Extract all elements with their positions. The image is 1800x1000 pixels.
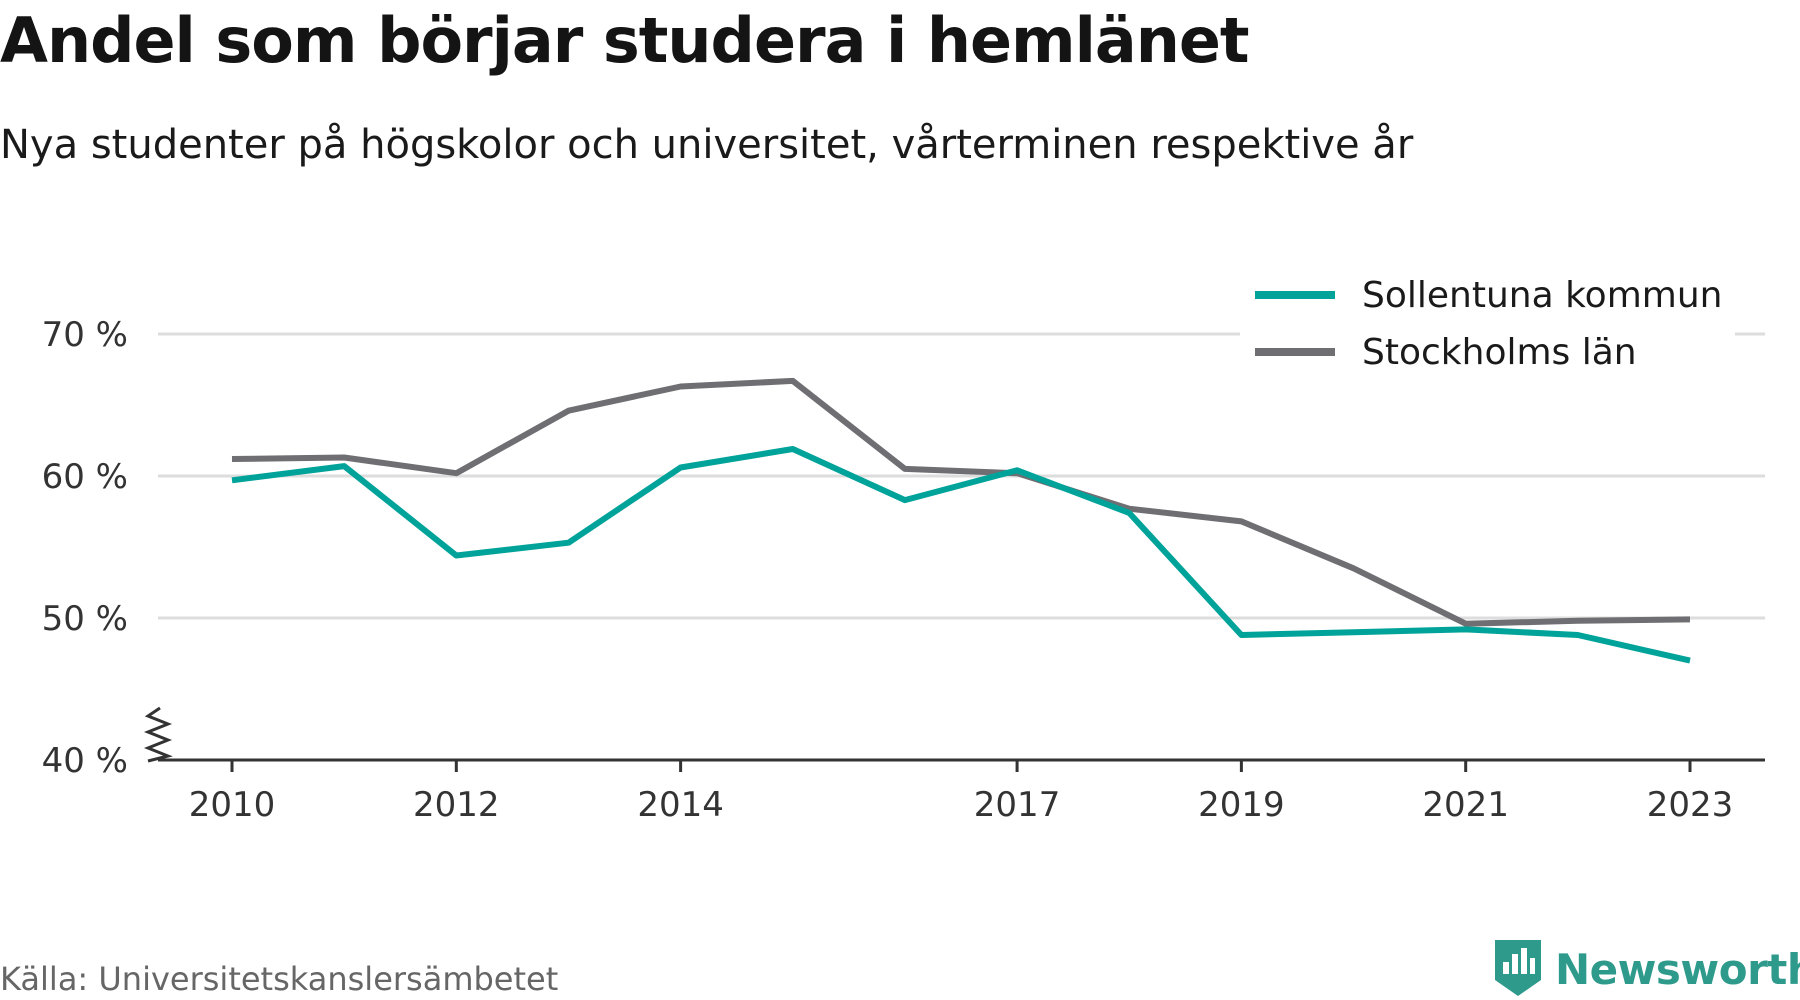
y-tick-label: 60 %	[42, 457, 128, 497]
newsworthy-icon	[1495, 940, 1541, 996]
x-tick-label: 2014	[637, 785, 724, 825]
y-tick-label: 70 %	[42, 315, 128, 355]
chart-subtitle: Nya studenter på högskolor och universit…	[0, 122, 1414, 168]
newsworthy-logo[interactable]: Newsworthy	[1495, 940, 1800, 998]
series-lines	[231, 377, 1691, 664]
x-tick-label: 2012	[413, 785, 500, 825]
series-line-sollentuna	[231, 446, 1691, 664]
y-tick-label: 50 %	[42, 599, 128, 639]
legend-label: Stockholms län	[1362, 332, 1637, 373]
x-tick-label: 2023	[1647, 785, 1734, 825]
gridlines	[158, 332, 1765, 620]
legend-background	[1240, 268, 1735, 376]
chart-title: Andel som börjar studera i hemlänet	[0, 4, 1250, 77]
brand-name: Newsworthy	[1555, 944, 1800, 994]
series-line-stockholm	[231, 377, 1691, 627]
y-axis-labels: 40 % 50 % 60 % 70 %	[42, 315, 128, 781]
x-tick-label: 2017	[974, 785, 1061, 825]
x-axis: 2010 2012 2014 2017 2019 2021 2023	[143, 706, 1765, 825]
source-note: Källa: Universitetskanslersämbetet	[0, 960, 559, 998]
legend: Sollentuna kommun Stockholms län	[1240, 268, 1735, 376]
legend-label: Sollentuna kommun	[1362, 275, 1722, 316]
x-tick-label: 2019	[1198, 785, 1285, 825]
x-tick-label: 2021	[1422, 785, 1509, 825]
line-chart: 2010 2012 2014 2017 2019 2021 2023 40 % 50 % 60 …	[41, 268, 1765, 825]
axis-break-icon	[143, 706, 173, 763]
x-tick-label: 2010	[189, 785, 276, 825]
y-tick-label: 40 %	[42, 741, 128, 781]
